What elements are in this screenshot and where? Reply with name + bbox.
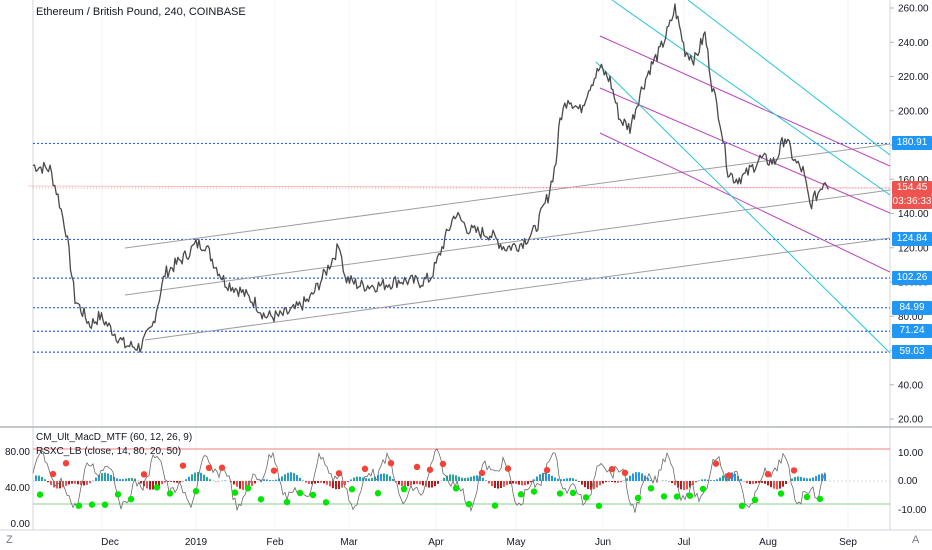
level-tag: 84.99 [892,300,932,315]
rsx-axis-label: 40.00 [5,483,30,494]
price-tick-label: 220.00 [898,72,929,83]
grid [101,0,849,530]
price-tick-label: 140.00 [898,209,929,220]
rsx-indicator-label[interactable]: RSXC_LB (close, 14, 80, 20, 50) [36,446,182,457]
chart-title: Ethereum / British Pound, 240, COINBASE [36,6,246,18]
horizontal-levels[interactable] [33,142,890,353]
price-tick-label: 40.00 [898,380,923,391]
price-tick-label: 240.00 [898,38,929,49]
price-tick-label: 260.00 [898,4,929,15]
price-tick-label: 120.00 [898,243,929,254]
time-tick-label: Mar [340,537,358,548]
time-tick-label: Jul [678,537,691,548]
time-tick-label: May [507,537,526,548]
indicator-axes[interactable]: 80.00 40.00 0.00 10.00 0.00 -10.00 [5,447,927,530]
price-candles[interactable] [32,3,829,353]
time-tick-label: Dec [101,537,119,548]
rsx-line [32,448,826,513]
rsx-axis-label: 0.00 [11,519,31,530]
macd-indicator-label[interactable]: CM_Ult_MacD_MTF (60, 12, 26, 9) [36,432,193,443]
macd-histogram [35,472,826,490]
magenta-channel[interactable] [599,35,891,273]
time-tick-label: Apr [428,537,444,548]
time-tick-label: Aug [759,537,777,548]
zoom-button[interactable]: Z [6,534,13,546]
macd-axis-label: 10.00 [898,448,923,459]
price-tick-label: 160.00 [898,175,929,186]
cyan-channel[interactable] [595,0,891,354]
time-tick-label: 2019 [185,537,208,548]
price-tick-label: 200.00 [898,106,929,117]
countdown-tag: 03:36:33 [892,195,932,209]
level-tag: 71.24 [892,324,932,339]
level-tag: 124.84 [892,232,932,247]
macd-cross-dots [36,459,824,510]
time-tick-label: Jun [595,537,611,548]
auto-scale-button[interactable]: A [912,534,920,546]
rsx-axis-label: 80.00 [5,447,30,458]
time-tick-label: Sep [839,537,857,548]
current-price-tag: 154.45 [892,181,932,195]
level-tag: 180.91 [892,136,932,151]
price-tick-label: 20.00 [898,415,923,426]
price-tick-label: 80.00 [898,312,923,323]
level-tag: 102.26 [892,271,932,286]
level-tag: 59.03 [892,345,932,360]
macd-axis-label: -10.00 [898,505,927,516]
time-tick-label: Feb [266,537,284,548]
time-axis[interactable]: Dec 2019 Feb Mar Apr May Jun Jul Aug Sep [101,537,857,548]
grey-channel[interactable] [27,143,891,341]
macd-axis-label: 0.00 [898,476,918,487]
indicator-pane[interactable] [32,448,890,513]
price-axis[interactable]: 260.00240.00220.00200.00180.00160.00140.… [890,4,929,426]
